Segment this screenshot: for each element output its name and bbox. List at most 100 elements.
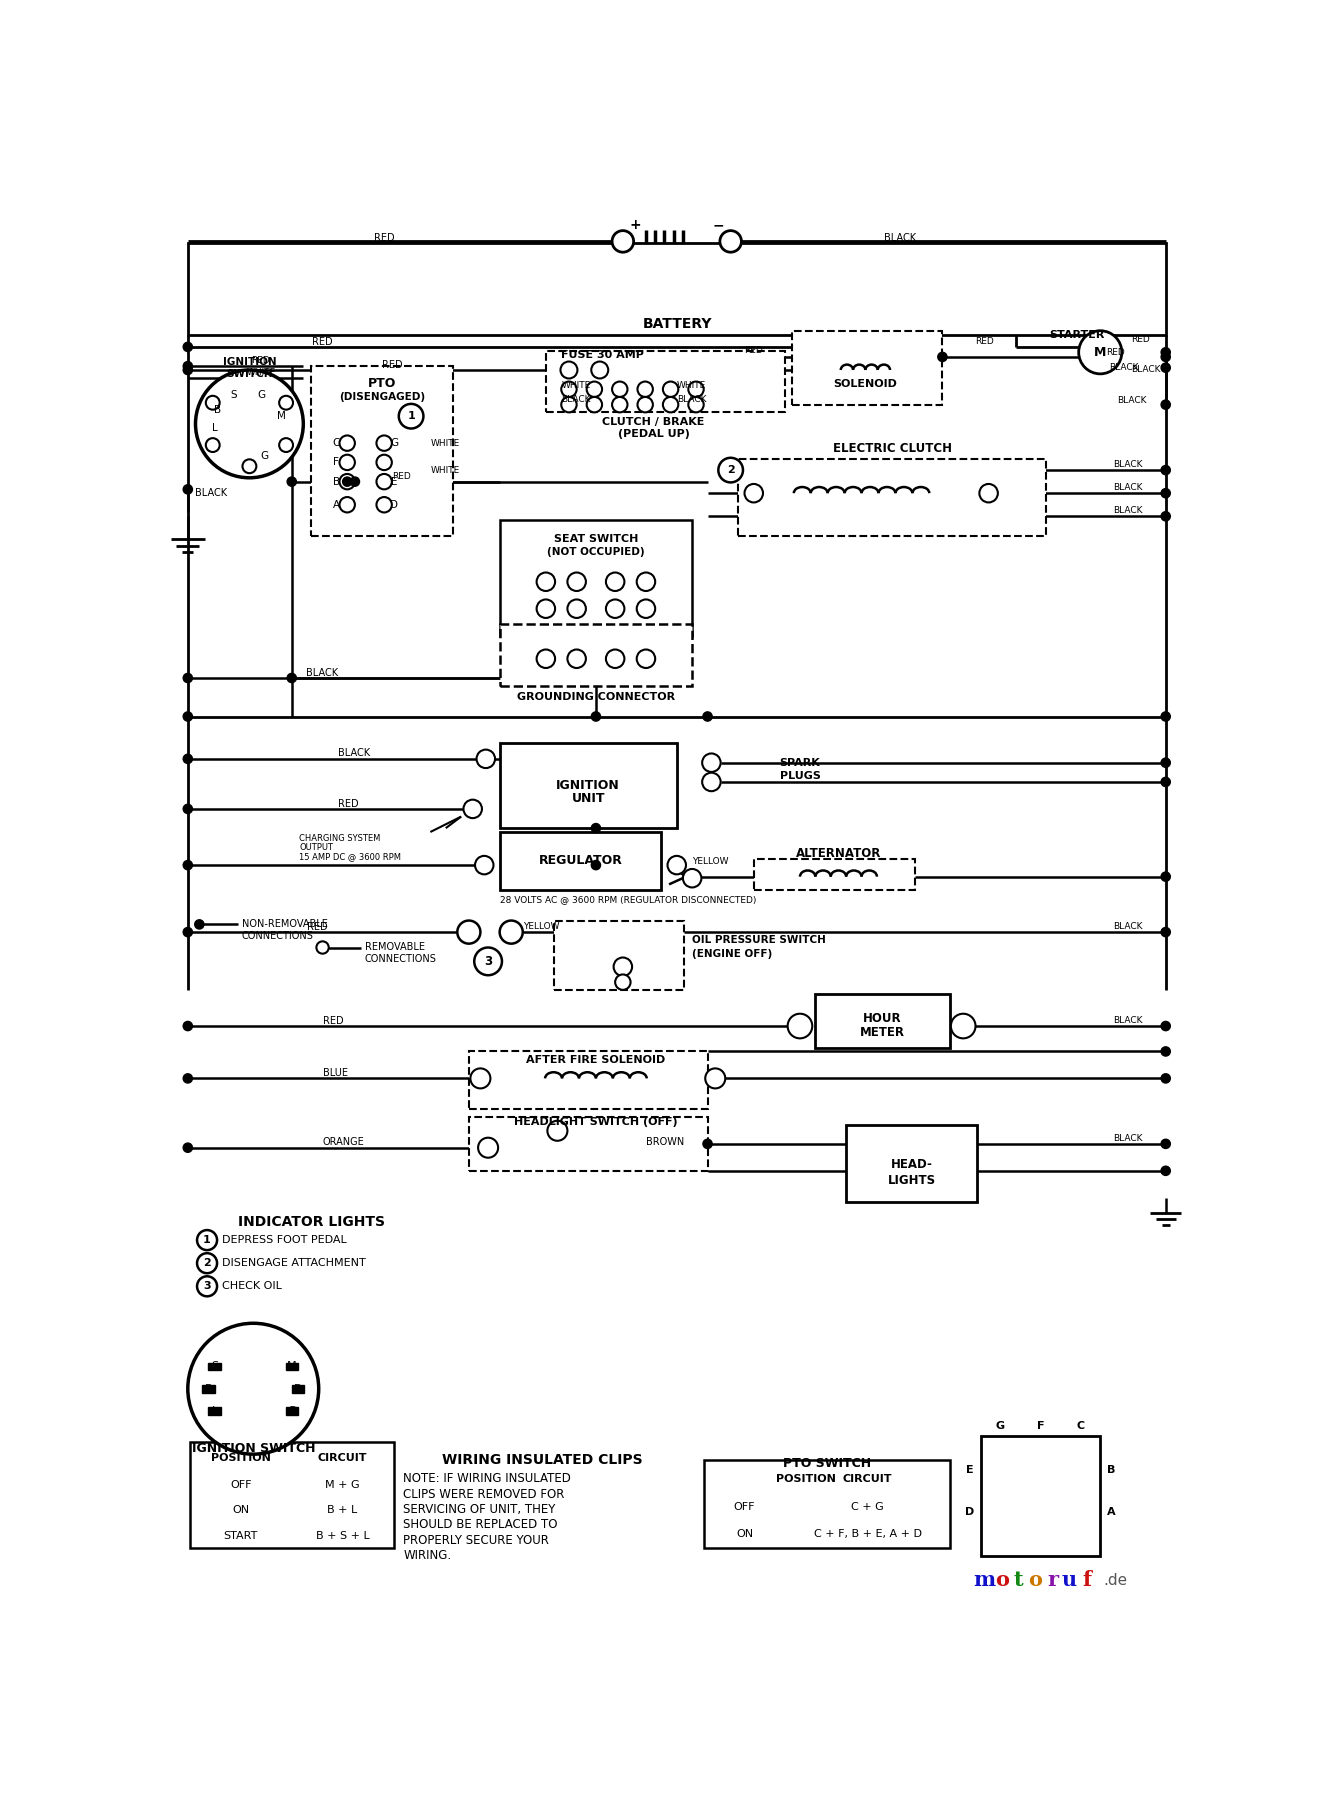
Circle shape: [567, 599, 586, 617]
Text: CHECK OIL: CHECK OIL: [222, 1282, 283, 1291]
Bar: [703, 1460, 951, 1548]
Text: C: C: [1077, 1420, 1085, 1431]
Circle shape: [1161, 353, 1170, 362]
Text: WHITE: WHITE: [562, 382, 591, 391]
Circle shape: [184, 1143, 193, 1152]
Circle shape: [1161, 927, 1170, 936]
Circle shape: [1161, 488, 1170, 499]
Circle shape: [1161, 711, 1170, 722]
Bar: [500, 625, 693, 686]
Text: PROPERLY SECURE YOUR: PROPERLY SECURE YOUR: [403, 1534, 549, 1546]
Text: WHITE: WHITE: [246, 367, 275, 376]
Text: RED: RED: [1107, 347, 1125, 356]
Text: 2: 2: [204, 1258, 212, 1269]
Circle shape: [197, 1276, 217, 1296]
Circle shape: [184, 1021, 193, 1031]
Text: DEPRESS FOOT PEDAL: DEPRESS FOOT PEDAL: [222, 1235, 348, 1246]
Text: STARTER: STARTER: [1050, 331, 1105, 340]
Text: WHITE: WHITE: [431, 439, 460, 448]
Circle shape: [377, 455, 391, 470]
Circle shape: [1161, 1166, 1170, 1175]
Text: S: S: [212, 1361, 218, 1372]
Text: C: C: [333, 437, 340, 448]
Text: POSITION: POSITION: [776, 1474, 836, 1483]
Circle shape: [703, 711, 713, 722]
Circle shape: [399, 403, 423, 428]
Text: 28 VOLTS AC @ 3600 RPM (REGULATOR DISCONNECTED): 28 VOLTS AC @ 3600 RPM (REGULATOR DISCON…: [500, 895, 756, 904]
Circle shape: [668, 855, 686, 875]
Text: A: A: [1107, 1507, 1116, 1517]
Circle shape: [562, 382, 576, 398]
Text: WIRING INSULATED CLIPS: WIRING INSULATED CLIPS: [442, 1453, 642, 1467]
Text: C + F, B + E, A + D: C + F, B + E, A + D: [814, 1530, 921, 1539]
Bar: [286, 1363, 297, 1370]
Text: BLACK: BLACK: [1109, 364, 1138, 373]
Text: SWITCH: SWITCH: [226, 369, 272, 378]
Bar: [311, 365, 453, 536]
Circle shape: [1161, 364, 1170, 373]
Circle shape: [1161, 347, 1170, 356]
Text: INDICATOR LIGHTS: INDICATOR LIGHTS: [238, 1215, 385, 1229]
Circle shape: [197, 1229, 217, 1251]
Text: 15 AMP DC @ 3600 RPM: 15 AMP DC @ 3600 RPM: [300, 851, 402, 860]
Circle shape: [188, 1323, 319, 1454]
Text: RED: RED: [391, 472, 411, 481]
Circle shape: [689, 398, 703, 412]
Bar: [500, 832, 661, 889]
Circle shape: [613, 958, 632, 976]
Circle shape: [184, 754, 193, 763]
Text: CONNECTIONS: CONNECTIONS: [365, 954, 436, 965]
Circle shape: [184, 673, 193, 682]
Text: NON-REMOVABLE: NON-REMOVABLE: [242, 920, 328, 929]
Bar: [981, 1436, 1100, 1555]
Bar: [188, 243, 1166, 335]
Text: CLIPS WERE REMOVED FOR: CLIPS WERE REMOVED FOR: [403, 1487, 564, 1501]
Circle shape: [615, 974, 631, 990]
Text: B + L: B + L: [328, 1505, 358, 1516]
Circle shape: [184, 362, 193, 371]
Circle shape: [1161, 400, 1170, 409]
Circle shape: [475, 855, 493, 875]
Circle shape: [587, 382, 602, 398]
Circle shape: [500, 920, 522, 943]
Circle shape: [591, 860, 600, 869]
Text: SOLENOID: SOLENOID: [833, 378, 898, 389]
Circle shape: [471, 1069, 490, 1089]
Circle shape: [377, 473, 391, 490]
Circle shape: [464, 799, 483, 819]
Circle shape: [340, 497, 354, 513]
Text: BLACK: BLACK: [562, 394, 591, 403]
Text: (PEDAL UP): (PEDAL UP): [617, 428, 690, 439]
Bar: [190, 1442, 394, 1548]
Text: (DISENGAGED): (DISENGAGED): [338, 392, 424, 401]
Text: CIRCUIT: CIRCUIT: [317, 1453, 368, 1463]
Circle shape: [1079, 331, 1122, 374]
Text: WHITE: WHITE: [677, 382, 706, 391]
Text: POSITION: POSITION: [212, 1453, 271, 1463]
Text: B: B: [293, 1384, 301, 1393]
Text: GROUNDING CONNECTOR: GROUNDING CONNECTOR: [517, 693, 676, 702]
Text: G: G: [256, 389, 264, 400]
Text: SEAT SWITCH: SEAT SWITCH: [554, 535, 639, 544]
Circle shape: [605, 599, 624, 617]
Bar: [500, 743, 677, 828]
Text: BLACK: BLACK: [1132, 365, 1161, 374]
Circle shape: [342, 477, 352, 486]
Text: S: S: [231, 389, 238, 400]
Text: 1: 1: [407, 410, 415, 421]
Text: E: E: [391, 477, 398, 486]
Text: 2: 2: [727, 464, 735, 475]
Circle shape: [637, 572, 656, 590]
Circle shape: [1161, 466, 1170, 475]
Text: NOTE: IF WIRING INSULATED: NOTE: IF WIRING INSULATED: [403, 1472, 571, 1485]
Circle shape: [184, 927, 193, 936]
Text: +: +: [629, 218, 641, 232]
Text: BLACK: BLACK: [1113, 922, 1142, 931]
Text: YELLOW: YELLOW: [693, 857, 728, 866]
Text: BLACK: BLACK: [884, 232, 916, 243]
Circle shape: [937, 353, 947, 362]
Text: SPARK: SPARK: [780, 758, 821, 767]
Circle shape: [718, 457, 743, 482]
Text: CHARGING SYSTEM: CHARGING SYSTEM: [300, 833, 381, 842]
Text: CIRCUIT: CIRCUIT: [843, 1474, 892, 1483]
